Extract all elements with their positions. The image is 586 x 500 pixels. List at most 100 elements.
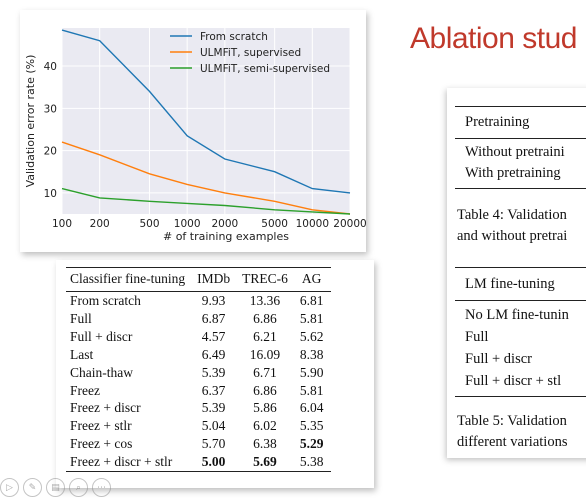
presentation-toolbar: ▷ ✎ ▤ ⌕ ⋯ [0, 478, 111, 498]
error-value-cell: 5.39 [201, 364, 226, 380]
y-tick-label: 10 [44, 188, 57, 200]
error-value-cell: 6.37 [201, 382, 226, 398]
error-value-cell: 5.62 [299, 328, 324, 344]
table-row: Freez + discr + stlr 5.00 5.69 5.38 [66, 452, 332, 472]
table3-row: No LM fine-tunin [465, 307, 569, 323]
y-axis-label: Validation error rate (%) [24, 55, 37, 188]
table-header-row: Classifier fine-tuning IMDb TREC-6 AG [66, 267, 332, 292]
error-value-cell: 6.71 [253, 364, 277, 380]
method-cell: Freez + discr + stlr [66, 452, 194, 472]
error-value-cell: 6.87 [201, 311, 226, 327]
method-cell: Freez + discr [70, 400, 141, 416]
table-rule [455, 138, 586, 139]
x-tick-label: 2000 [211, 218, 238, 230]
y-tick-label: 20 [44, 146, 57, 158]
error-value-cell: 6.86 [253, 382, 277, 398]
error-value-cell: 5.86 [253, 400, 277, 416]
pen-icon[interactable]: ✎ [23, 478, 42, 497]
error-value-cell: 5.69 [238, 452, 296, 472]
method-cell: Last [70, 346, 94, 362]
table3-row: Full [465, 329, 489, 345]
error-value-cell: 6.21 [253, 328, 277, 344]
error-value-cell: 5.81 [299, 311, 324, 327]
table-row: Full 6.87 6.86 5.81 [66, 310, 331, 328]
error-value-cell: 6.38 [253, 436, 277, 452]
table-header-cell: TREC-6 [238, 267, 296, 292]
table-row: Chain-thaw 5.39 6.71 5.90 [66, 364, 331, 382]
method-cell: Full [70, 311, 92, 327]
method-cell: From scratch [70, 293, 141, 309]
table-row: Freez + cos 5.70 6.38 5.29 [66, 435, 331, 453]
error-value-cell: 6.49 [201, 346, 226, 362]
table3-row: Full + discr + stl [465, 373, 562, 389]
method-cell: Full + discr [70, 328, 133, 344]
table2-row: With pretraining [465, 165, 561, 181]
x-tick-label: 200 [90, 218, 110, 230]
error-value-cell: 9.93 [201, 293, 226, 309]
table-rule [455, 267, 586, 268]
legend-entry: ULMFiT, supervised [200, 47, 301, 59]
classifier-finetuning-table-panel: Classifier fine-tuning IMDb TREC-6 AG Fr… [56, 260, 374, 488]
error-value-cell: 5.90 [299, 364, 324, 380]
plot-area [62, 28, 350, 214]
zoom-icon[interactable]: ⌕ [69, 478, 88, 497]
method-cell: Freez + stlr [70, 418, 132, 434]
x-tick-label: 20000 [333, 218, 366, 230]
x-tick-label: 5000 [261, 218, 288, 230]
table4-caption: Table 4: Validation [457, 207, 567, 223]
table-rule [455, 106, 586, 107]
x-tick-label: 500 [139, 218, 159, 230]
table2-header: Pretraining [465, 114, 530, 130]
table-rule [455, 188, 586, 189]
error-value-cell: 5.35 [299, 418, 324, 434]
error-value-cell: 8.38 [299, 346, 324, 362]
x-tick-label: 1000 [174, 218, 201, 230]
slide-title: Ablation stud [410, 22, 577, 55]
table-row: Last 6.49 16.09 8.38 [66, 346, 331, 364]
table3-header: LM fine-tuning [465, 276, 555, 292]
x-tick-label: 10000 [296, 218, 329, 230]
table5-caption: different variations [457, 434, 568, 450]
error-value-cell: 13.36 [249, 293, 281, 309]
table-header-cell: AG [295, 267, 332, 292]
table-header-cell: IMDb [193, 267, 239, 292]
error-rate-chart: 100 200 500 1000 2000 5000 10000 20000 10 20 30 40 #… [24, 28, 366, 243]
slides-icon[interactable]: ▤ [46, 478, 65, 497]
error-value-cell: 5.70 [201, 436, 226, 452]
error-value-cell: 5.29 [299, 436, 324, 452]
error-value-cell: 4.57 [201, 328, 226, 344]
x-tick-label: 100 [52, 218, 72, 230]
error-value-cell: 6.02 [253, 418, 277, 434]
legend-entry: ULMFiT, semi-supervised [200, 63, 330, 75]
legend-entry: From scratch [200, 31, 268, 43]
error-value-cell: 5.81 [299, 382, 324, 398]
ablation-tables-panel: Pretraining Without pretraini With pretr… [447, 88, 586, 458]
x-axis-label: # of training examples [163, 230, 289, 243]
error-value-cell: 5.38 [295, 452, 332, 472]
method-cell: Freez [70, 382, 100, 398]
y-tick-label: 30 [44, 103, 57, 115]
table-row: From scratch 9.93 13.36 6.81 [66, 292, 331, 310]
classifier-finetuning-table: Classifier fine-tuning IMDb TREC-6 AG Fr… [66, 267, 332, 472]
error-value-cell: 6.86 [253, 311, 277, 327]
error-value-cell: 5.39 [201, 400, 226, 416]
chart-panel: 100 200 500 1000 2000 5000 10000 20000 10 20 30 40 #… [20, 10, 366, 252]
table-rule [455, 300, 586, 301]
table-row: Freez + stlr 5.04 6.02 5.35 [66, 417, 331, 435]
table-row: Full + discr 4.57 6.21 5.62 [66, 328, 331, 346]
error-value-cell: 5.00 [193, 452, 239, 472]
series-line [61, 141, 351, 215]
table-rule [455, 396, 586, 397]
play-icon[interactable]: ▷ [0, 478, 19, 497]
y-tick-label: 40 [44, 61, 57, 73]
table-row: Freez + discr 5.39 5.86 6.04 [66, 399, 331, 417]
table-header-cell: Classifier fine-tuning [66, 267, 194, 292]
error-value-cell: 6.04 [299, 400, 324, 416]
series-line [61, 187, 351, 215]
error-value-cell: 5.04 [201, 418, 226, 434]
table3-row: Full + discr [465, 351, 532, 367]
table5-caption: Table 5: Validation [457, 413, 567, 429]
more-icon[interactable]: ⋯ [92, 478, 111, 497]
error-value-cell: 16.09 [249, 346, 281, 362]
method-cell: Freez + cos [70, 436, 133, 452]
